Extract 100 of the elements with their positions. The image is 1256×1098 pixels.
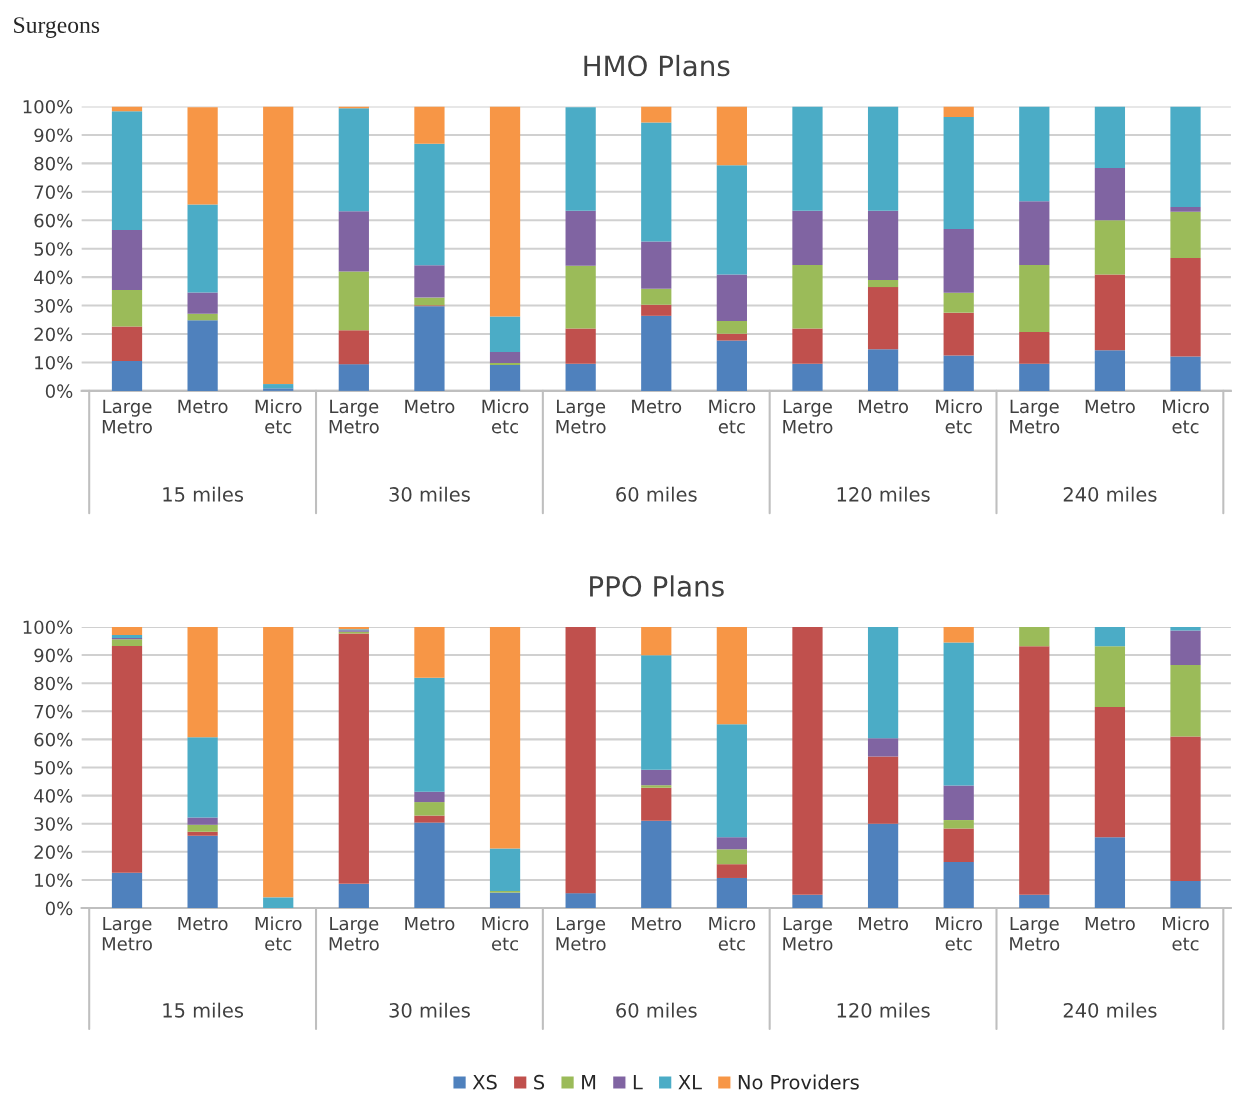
legend-label: M: [582, 1075, 596, 1090]
bar: [1170, 206, 1201, 212]
bar: [641, 106, 672, 123]
bar: [263, 388, 294, 391]
bar: [792, 328, 823, 364]
bar: [489, 848, 521, 891]
bar: [1019, 201, 1050, 265]
bar: [792, 626, 823, 895]
y-tick-label: 10%: [35, 355, 73, 370]
bar: [111, 111, 143, 230]
x-tick-label: Micro etc: [255, 916, 302, 951]
bar: [111, 872, 143, 909]
x-tick-label: Micro etc: [936, 399, 982, 434]
y-tick-label: 100%: [23, 99, 73, 114]
bar: [943, 229, 974, 293]
bar: [565, 893, 596, 909]
bar: [111, 229, 143, 290]
bar: [716, 864, 747, 878]
x-tick-label: Large Metro: [1010, 399, 1060, 434]
bar: [943, 785, 974, 821]
bar: [1094, 106, 1126, 168]
bar: [943, 312, 974, 356]
bar: [489, 365, 521, 391]
bar: [716, 849, 747, 865]
bar: [338, 883, 369, 909]
bar: [716, 724, 747, 838]
bar: [792, 106, 823, 211]
bar: [641, 820, 672, 909]
bar: [263, 897, 294, 909]
bar: [414, 802, 445, 816]
bar: [338, 633, 369, 884]
bar: [1019, 646, 1050, 895]
bar: [111, 289, 143, 327]
bar: [111, 326, 143, 362]
x-tick-label: Micro etc: [1162, 399, 1209, 434]
bar: [716, 626, 747, 725]
x-tick-label: Micro etc: [936, 916, 982, 951]
y-tick-label: 20%: [34, 327, 73, 342]
bar: [1019, 264, 1050, 333]
y-tick-label: 50%: [34, 242, 73, 256]
y-tick-label: 40%: [34, 270, 73, 285]
bar: [1094, 626, 1126, 647]
bar: [1094, 274, 1126, 351]
bar: [943, 292, 974, 313]
bar: [414, 677, 445, 792]
bar: [1094, 646, 1126, 708]
bar: [111, 639, 143, 647]
y-tick-label: 0%: [45, 384, 73, 398]
legend-label: XL: [678, 1075, 702, 1090]
x-tick-label: Metro: [632, 399, 682, 414]
bar: [716, 837, 747, 850]
x-tick-label: Metro: [405, 399, 455, 414]
y-tick-label: 30%: [34, 299, 73, 313]
bar: [187, 292, 218, 314]
bar: [414, 297, 445, 306]
bar: [187, 626, 218, 738]
x-tick-label: Large Metro: [1010, 916, 1060, 951]
x-tick-label: Large Metro: [102, 399, 152, 434]
bar: [338, 108, 369, 212]
text: 60 miles: [616, 1002, 697, 1018]
bar: [1019, 332, 1050, 364]
bar: [1019, 106, 1050, 202]
x-tick-label: Large Metro: [329, 399, 379, 434]
bar: [414, 306, 445, 391]
legend-label: S: [534, 1074, 545, 1090]
bar: [565, 210, 596, 266]
bar: [263, 384, 294, 389]
chart-title: HMO Plans: [584, 54, 730, 77]
bar: [338, 271, 369, 331]
x-tick-label: Micro etc: [482, 916, 529, 951]
bar: [792, 210, 823, 265]
bar: [414, 791, 445, 803]
bar: [943, 117, 974, 230]
bar: [565, 265, 596, 329]
text: 15 miles: [163, 1002, 244, 1018]
bar: [867, 279, 899, 288]
bar: [565, 363, 596, 391]
bar: [338, 364, 369, 391]
bar: [111, 626, 143, 636]
bar: [1170, 356, 1201, 391]
x-tick-label: Large Metro: [556, 399, 606, 434]
y-tick-label: 10%: [35, 873, 73, 888]
text: Surgeons: [14, 17, 100, 38]
bar: [943, 820, 974, 829]
chart-title: PPO Plans: [590, 575, 724, 597]
bar: [867, 738, 899, 757]
x-tick-label: Large Metro: [556, 916, 606, 951]
bar: [263, 106, 294, 385]
bar: [187, 313, 218, 321]
x-tick-label: Micro etc: [709, 916, 756, 951]
bar: [943, 828, 974, 862]
bar: [565, 626, 596, 894]
y-tick-label: 60%: [34, 732, 73, 747]
bar: [641, 787, 672, 821]
bar: [1170, 106, 1201, 207]
bar: [792, 363, 823, 391]
bar: [716, 333, 747, 341]
x-tick-label: Large Metro: [783, 399, 833, 434]
bar: [792, 894, 823, 909]
x-tick-label: Metro: [405, 916, 455, 931]
